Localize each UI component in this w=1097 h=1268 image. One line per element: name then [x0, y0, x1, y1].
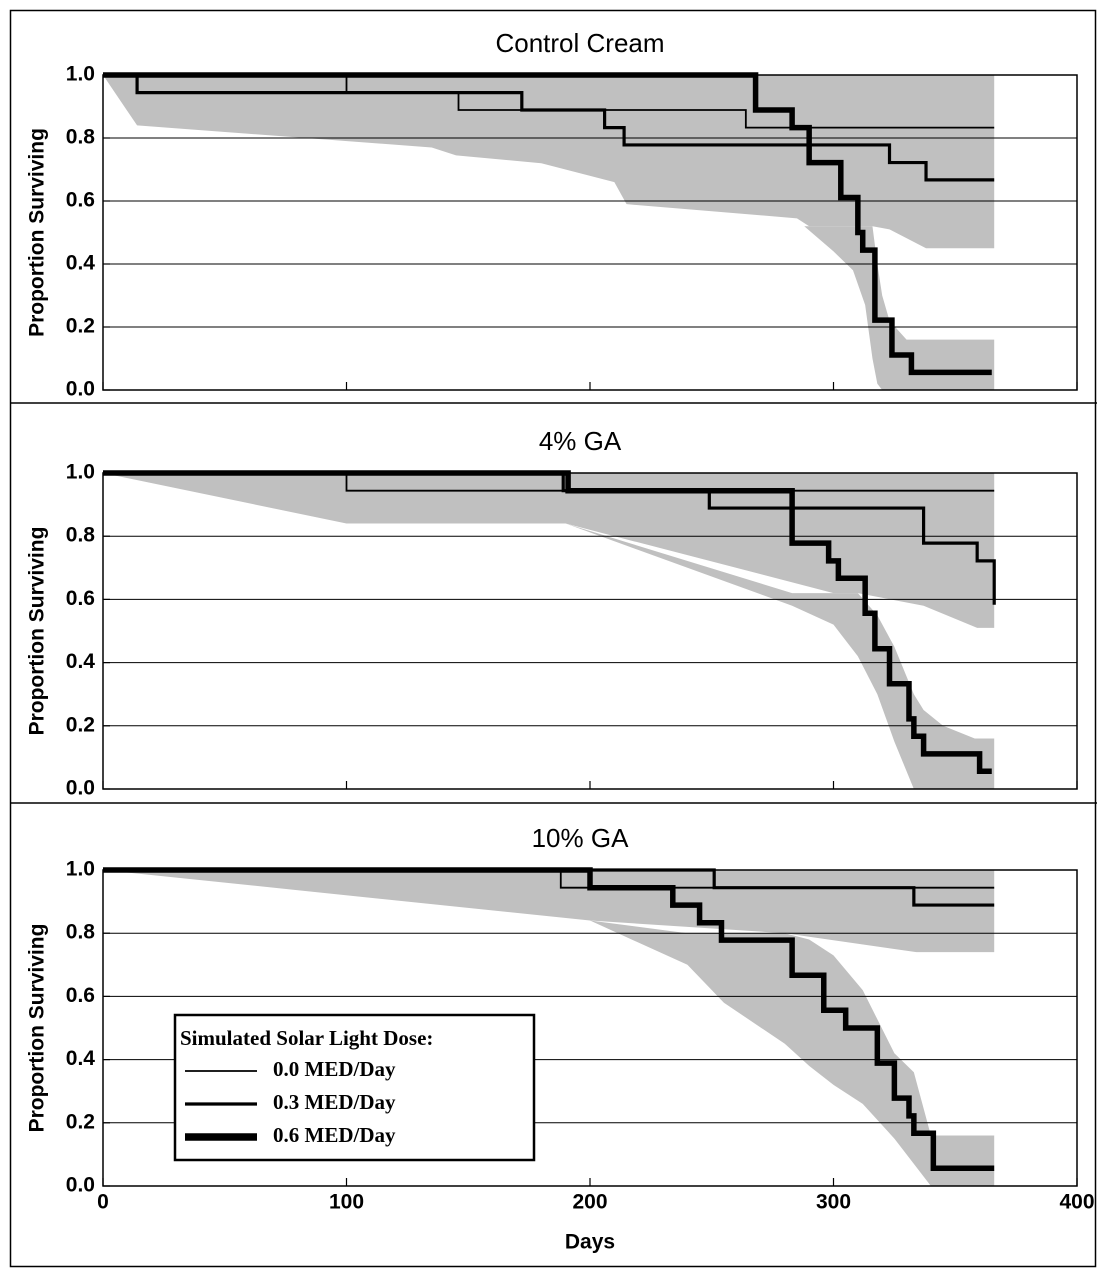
- confidence-band: [565, 523, 995, 789]
- x-tick-label: 0: [97, 1191, 109, 1214]
- survival-line: [103, 471, 996, 605]
- y-tick-label: 0.8: [66, 921, 96, 944]
- outer-border: [9, 9, 1097, 1268]
- y-tick-label: 1.0: [66, 63, 95, 86]
- legend: Simulated Solar Light Dose: 0.0 MED/Day 0.…: [173, 1013, 536, 1162]
- x-tick-label: 400: [1059, 1191, 1094, 1214]
- legend-label: 0.3 MED/Day: [273, 1090, 396, 1114]
- x-tick-label: 300: [816, 1191, 851, 1214]
- y-tick-label: 0.2: [66, 315, 95, 338]
- y-tick-label: 0.6: [66, 984, 95, 1007]
- survival-line: [103, 73, 995, 182]
- confidence-band: [590, 920, 995, 1186]
- confidence-band: [804, 226, 995, 390]
- y-tick-label: 0.6: [66, 587, 95, 610]
- legend-title: Simulated Solar Light Dose:: [180, 1026, 433, 1050]
- survival-line: [103, 72, 992, 376]
- y-tick-label: 0.2: [66, 713, 95, 736]
- panel-title: 4% GA: [539, 426, 622, 456]
- panel-title: Control Cream: [495, 28, 664, 58]
- x-axis-label: Days: [565, 1231, 615, 1254]
- legend-label: 0.6 MED/Day: [273, 1123, 396, 1147]
- y-tick-label: 0.8: [66, 524, 96, 547]
- y-tick-label: 1.0: [66, 461, 95, 484]
- y-axis-label: Proportion Surviving: [26, 924, 49, 1133]
- panel-title: 10% GA: [532, 823, 629, 853]
- y-tick-label: 0.4: [66, 1047, 96, 1070]
- y-tick-label: 0.4: [66, 252, 96, 275]
- x-tick-label: 100: [329, 1191, 364, 1214]
- confidence-band: [103, 473, 995, 628]
- legend-label: 0.0 MED/Day: [273, 1057, 396, 1081]
- survival-line: [103, 74, 995, 129]
- y-axis-label: Proportion Surviving: [26, 128, 49, 337]
- survival-line: [103, 868, 995, 907]
- y-tick-label: 0.2: [66, 1110, 95, 1133]
- survival-line: [103, 470, 992, 775]
- y-tick-label: 1.0: [66, 858, 95, 881]
- survival-line: [103, 867, 995, 1172]
- y-tick-label: 0.4: [66, 650, 96, 673]
- x-tick-label: 200: [572, 1191, 607, 1214]
- y-tick-label: 0.0: [66, 378, 95, 401]
- y-tick-label: 0.0: [66, 1174, 95, 1197]
- confidence-band: [103, 870, 995, 953]
- y-tick-label: 0.8: [66, 126, 96, 149]
- y-axis-label: Proportion Surviving: [26, 527, 49, 736]
- confidence-band: [103, 75, 995, 249]
- y-tick-label: 0.6: [66, 189, 95, 212]
- y-tick-label: 0.0: [66, 777, 95, 800]
